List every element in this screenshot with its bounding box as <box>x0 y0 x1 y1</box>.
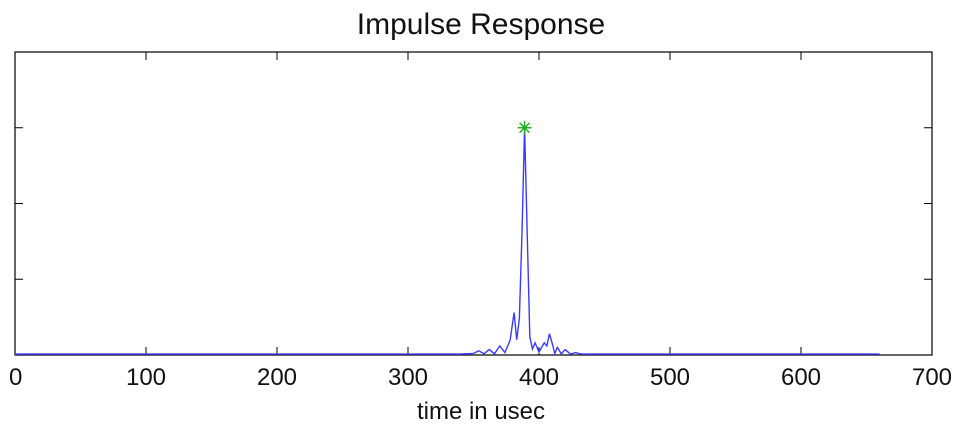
x-tick-label: 0 <box>9 364 22 391</box>
x-tick-label: 200 <box>257 364 297 391</box>
x-tick-label: 500 <box>650 364 690 391</box>
x-tick-label: 600 <box>781 364 821 391</box>
chart-title: Impulse Response <box>356 8 606 41</box>
x-axis-ticks: 0 100 200 300 400 500 600 700 <box>9 52 952 391</box>
x-tick-label: 700 <box>912 364 952 391</box>
series-line-impulse <box>15 127 880 356</box>
x-tick-label: 100 <box>126 364 166 391</box>
x-tick-label: 400 <box>519 364 559 391</box>
peak-marker-stroke <box>519 122 530 134</box>
x-tick-label: 300 <box>388 364 428 391</box>
x-axis-label: time in usec <box>416 398 546 425</box>
y-axis-ticks <box>15 127 932 280</box>
peak-marker <box>517 120 532 135</box>
plot-area <box>14 51 933 356</box>
